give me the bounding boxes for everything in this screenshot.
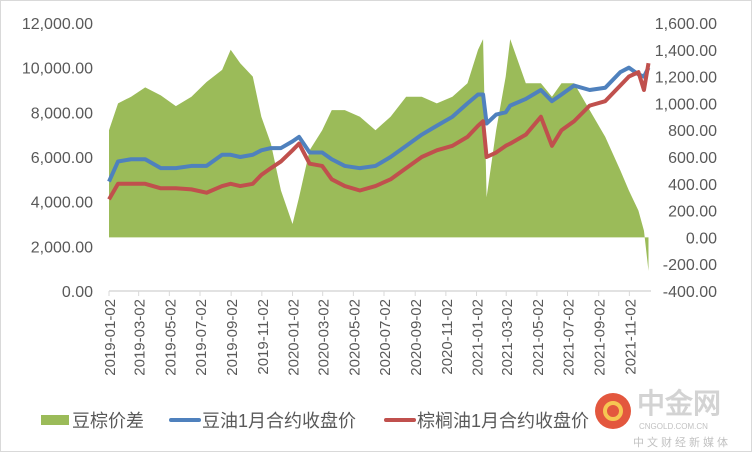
x-tick-label: 2019-11-02 (255, 299, 272, 375)
right-tick-label: -400.00 (663, 284, 717, 301)
x-tick-label: 2020-05-02 (346, 299, 363, 376)
x-tick-label: 2020-07-02 (377, 299, 394, 376)
right-tick-label: -200.00 (663, 257, 717, 274)
x-tick-label: 2019-05-02 (162, 299, 179, 376)
right-tick-label: 1,400.00 (655, 43, 717, 60)
watermark-logo-swirl-icon (603, 401, 623, 421)
x-tick-label: 2021-09-02 (592, 299, 609, 376)
watermark-name: 中金网 (637, 387, 721, 419)
left-tick-label: 12,000.00 (22, 16, 93, 33)
x-tick-label: 2021-03-02 (499, 299, 516, 376)
x-tick-label: 2020-01-02 (286, 299, 303, 376)
right-tick-label: 600.00 (668, 150, 717, 167)
legend-swatch-0 (41, 415, 69, 425)
x-tick-label: 2021-05-02 (530, 299, 547, 376)
x-tick-label: 2019-03-02 (132, 299, 149, 376)
watermark: 中金网 CNGOLD.COM.CN 中文财经新媒体 (595, 387, 731, 449)
right-tick-label: 1,000.00 (655, 96, 717, 113)
x-tick-label: 2021-11-02 (622, 299, 639, 375)
x-tick-label: 2020-09-02 (408, 299, 425, 376)
right-tick-label: 0.00 (686, 230, 717, 247)
right-tick-label: 800.00 (668, 123, 717, 140)
right-tick-label: 400.00 (668, 177, 717, 194)
x-tick-label: 2019-09-02 (224, 299, 241, 376)
left-tick-label: 0.00 (62, 284, 93, 301)
legend-label-1: 豆油1月合约收盘价 (202, 411, 356, 431)
left-tick-label: 6,000.00 (31, 150, 93, 167)
left-tick-label: 10,000.00 (22, 61, 93, 78)
watermark-url: CNGOLD.COM.CN (639, 422, 708, 431)
series-line-1 (107, 65, 651, 183)
left-tick-label: 2,000.00 (31, 239, 93, 256)
watermark-logo-icon (595, 393, 631, 429)
legend-label-2: 棕榈油1月合约收盘价 (417, 411, 589, 431)
series-area-spread (109, 39, 649, 271)
x-tick-label: 2021-01-02 (470, 299, 487, 376)
left-tick-label: 8,000.00 (31, 105, 93, 122)
x-tick-label: 2019-07-02 (193, 299, 210, 376)
right-tick-label: 1,600.00 (655, 16, 717, 33)
x-tick-label: 2020-03-02 (316, 299, 333, 376)
left-tick-label: 4,000.00 (31, 195, 93, 212)
x-tick-label: 2021-07-02 (561, 299, 578, 376)
legend-label-0: 豆棕价差 (72, 411, 144, 431)
right-tick-label: 1,200.00 (655, 70, 717, 87)
watermark-slogan: 中文财经新媒体 (633, 435, 731, 449)
series-line-2 (107, 62, 651, 201)
x-tick-label: 2019-01-02 (102, 299, 119, 376)
x-tick-label: 2020-11-02 (439, 299, 456, 375)
right-tick-label: 200.00 (668, 204, 717, 221)
